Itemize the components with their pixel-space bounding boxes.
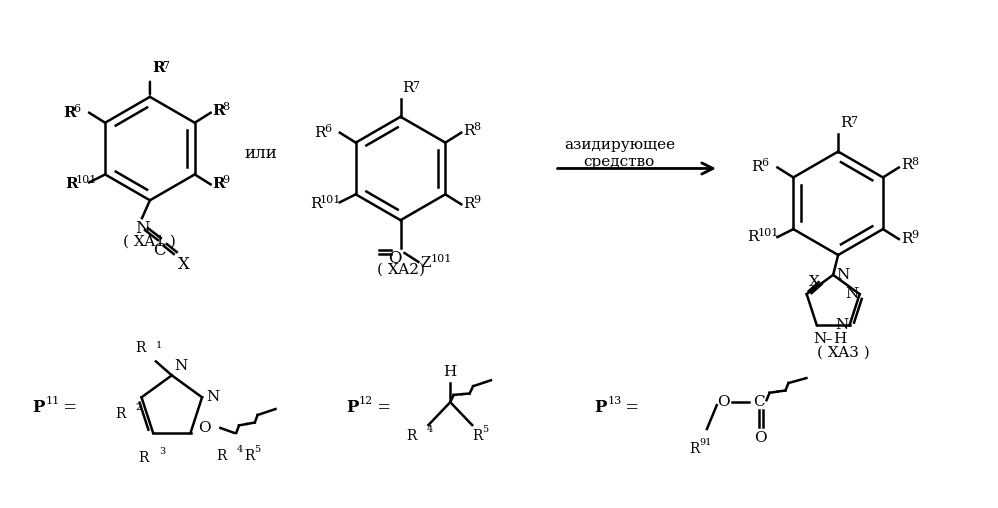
Text: R: R — [63, 106, 76, 120]
Text: R: R — [213, 177, 226, 192]
Text: N: N — [835, 318, 849, 332]
Text: –: – — [824, 332, 832, 346]
Text: R: R — [136, 341, 146, 356]
Text: =: = — [621, 399, 640, 416]
Text: C: C — [752, 395, 764, 409]
Text: O: O — [754, 431, 766, 445]
Text: R: R — [840, 116, 851, 130]
Text: 8: 8 — [473, 122, 480, 132]
Text: =: = — [371, 399, 391, 416]
Text: P: P — [346, 399, 358, 416]
Text: N: N — [174, 359, 187, 373]
Text: 2: 2 — [136, 403, 142, 412]
Text: 101: 101 — [430, 254, 452, 264]
Text: 101: 101 — [320, 195, 341, 205]
Text: R: R — [751, 161, 763, 174]
Text: R: R — [463, 197, 475, 211]
Text: ( XA1 ): ( XA1 ) — [124, 235, 177, 249]
Text: 7: 7 — [162, 61, 169, 71]
Text: R: R — [115, 407, 126, 421]
Text: R: R — [65, 177, 78, 192]
Text: R: R — [314, 125, 325, 140]
Text: 9: 9 — [473, 195, 480, 205]
Text: R: R — [245, 449, 254, 463]
Text: 6: 6 — [324, 123, 331, 134]
Text: H: H — [444, 365, 457, 379]
Text: 5: 5 — [482, 425, 488, 434]
Text: Z: Z — [420, 256, 431, 270]
Text: 6: 6 — [73, 104, 81, 114]
Text: N: N — [845, 287, 859, 301]
Text: ( XA2): ( XA2) — [376, 263, 424, 277]
Text: 13: 13 — [608, 396, 622, 406]
Text: 12: 12 — [358, 396, 373, 406]
Text: 11: 11 — [46, 396, 60, 406]
Text: P: P — [33, 399, 45, 416]
Text: H: H — [832, 332, 846, 346]
Text: X: X — [178, 256, 190, 273]
Text: R: R — [472, 429, 482, 443]
Text: N: N — [836, 268, 849, 282]
Text: X: X — [808, 275, 819, 289]
Text: P: P — [595, 399, 607, 416]
Text: =: = — [59, 399, 78, 416]
Text: R: R — [748, 230, 759, 244]
Text: R: R — [901, 158, 912, 173]
Text: R: R — [216, 449, 227, 463]
Text: 101: 101 — [757, 228, 778, 238]
Text: N: N — [206, 390, 220, 404]
Text: 7: 7 — [412, 81, 419, 91]
Text: R: R — [901, 232, 912, 246]
Text: R: R — [139, 451, 149, 465]
Text: R: R — [152, 61, 165, 75]
Text: 4: 4 — [237, 445, 243, 454]
Text: O: O — [388, 250, 401, 267]
Text: R: R — [402, 81, 414, 95]
Text: 4: 4 — [426, 425, 433, 434]
Text: 8: 8 — [911, 156, 918, 167]
Text: 3: 3 — [159, 447, 166, 456]
Text: 9: 9 — [911, 230, 918, 240]
Text: C: C — [154, 242, 167, 259]
Text: 9: 9 — [223, 175, 230, 185]
Text: 6: 6 — [761, 158, 768, 169]
Text: R: R — [213, 104, 226, 118]
Text: N: N — [812, 332, 826, 346]
Text: O: O — [199, 421, 212, 435]
Text: R: R — [406, 429, 416, 443]
Text: R: R — [310, 197, 321, 211]
Text: ( XA3 ): ( XA3 ) — [816, 345, 869, 360]
Text: 101: 101 — [75, 175, 97, 185]
Text: или: или — [245, 145, 277, 162]
Text: 91: 91 — [699, 438, 712, 447]
Text: O: O — [718, 395, 731, 409]
Text: 5: 5 — [254, 445, 260, 454]
Text: 8: 8 — [223, 102, 230, 112]
Text: R: R — [463, 123, 475, 138]
Text: R: R — [689, 442, 700, 456]
Text: N: N — [135, 220, 150, 237]
Text: азидирующее
средство: азидирующее средство — [564, 139, 675, 169]
Text: 7: 7 — [850, 116, 857, 125]
Text: 1: 1 — [156, 341, 162, 351]
